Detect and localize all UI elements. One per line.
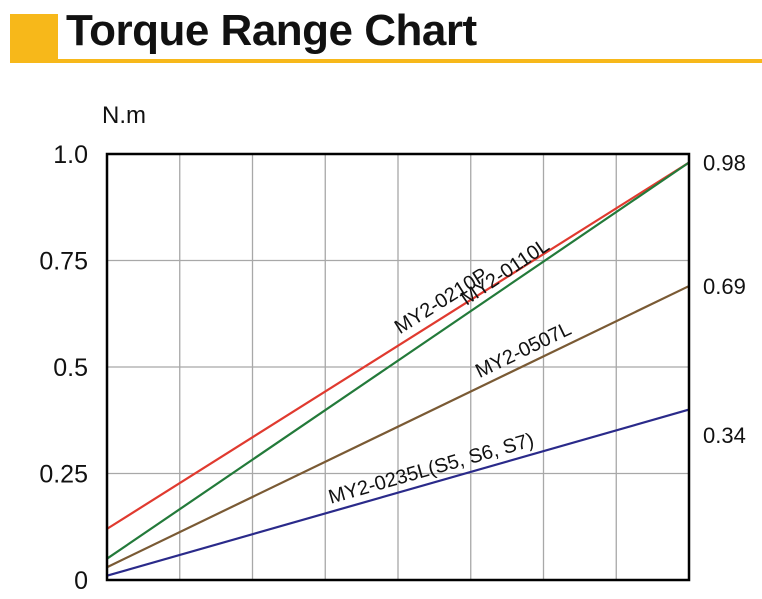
labels: 00.250.50.751.0 0.980.690.34MY2-0210PMY2-… <box>39 141 746 595</box>
series-label: MY2-0235L(S5, S6, S7) <box>326 429 536 508</box>
plot-frame <box>105 152 691 582</box>
y-tick-label: 1.0 <box>53 141 88 169</box>
header: Torque Range Chart <box>0 0 762 66</box>
right-value-label: 0.69 <box>703 274 746 299</box>
right-value-label: 0.98 <box>703 151 746 176</box>
grid <box>107 154 689 580</box>
page-title: Torque Range Chart <box>66 6 477 55</box>
series-line <box>106 285 690 569</box>
series-lines <box>106 161 690 577</box>
y-tick-label: 0 <box>74 567 88 595</box>
header-rule <box>10 59 762 63</box>
series-label: MY2-0507L <box>472 318 575 383</box>
header-accent-block <box>10 14 58 62</box>
y-tick-label: 0.25 <box>39 461 88 489</box>
y-tick-label: 0.5 <box>53 354 88 382</box>
series-line <box>106 408 690 577</box>
series-line <box>106 161 690 560</box>
series-line <box>106 161 690 530</box>
y-axis-label: N.m <box>102 102 146 129</box>
y-tick-label: 0.75 <box>39 248 88 276</box>
right-value-label: 0.34 <box>703 423 746 448</box>
